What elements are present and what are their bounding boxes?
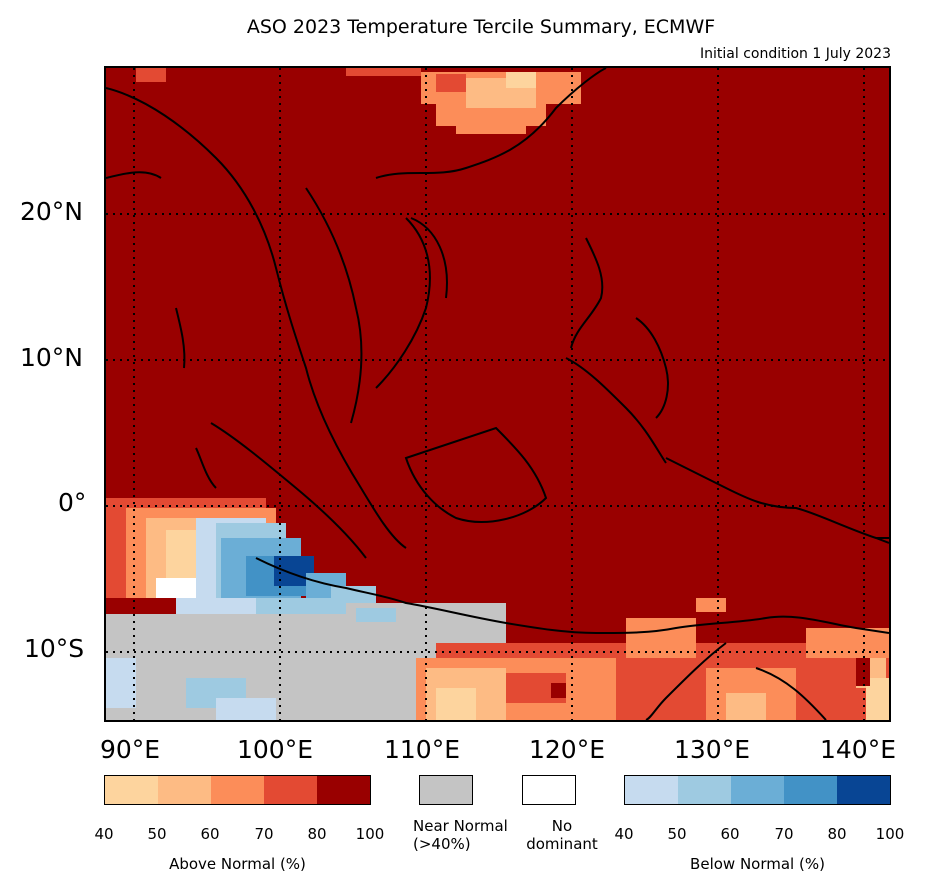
below-normal-colorbar [624,775,891,805]
above-tick: 100 [355,825,385,843]
below-tick: 70 [774,825,794,843]
arafura-patch [416,598,889,720]
chart-title: ASO 2023 Temperature Tercile Summary, EC… [246,16,716,38]
above-tick: 60 [200,825,220,843]
no-dominant-label-line1: No [551,817,573,835]
below-swatch-50-60 [678,776,731,804]
lat-tick-20n: 20°N [20,197,84,226]
below-tick: 60 [720,825,740,843]
above-swatch-80-100 [317,776,370,804]
below-swatch-60-70 [731,776,784,804]
lon-tick-90e: 90°E [100,735,161,764]
near-normal-label-line1: Near Normal [413,817,508,835]
lat-tick-10s: 10°S [24,634,85,663]
no-dominant-label: No dominant [512,817,612,853]
lon-tick-130e: 130°E [674,735,751,764]
below-swatch-40-50 [625,776,678,804]
near-normal-label: Near Normal (>40%) [413,817,533,853]
below-normal-label: Below Normal (%) [690,855,825,873]
lat-tick-0: 0° [58,488,87,517]
above-swatch-50-60 [158,776,211,804]
above-tick: 40 [94,825,114,843]
above-normal-colorbar [104,775,371,805]
map-canvas [106,68,889,720]
below-tick: 80 [827,825,847,843]
above-tick: 70 [254,825,274,843]
above-tick: 50 [147,825,167,843]
lon-tick-120e: 120°E [529,735,606,764]
no-dominant-swatch [522,775,576,805]
no-dominant-label-line2: dominant [526,835,598,853]
above-normal-label: Above Normal (%) [169,855,306,873]
graticule [106,68,889,720]
below-swatch-70-80 [784,776,837,804]
near-normal-swatch [419,775,473,805]
lat-tick-10n: 10°N [20,343,84,372]
above-tick: 80 [307,825,327,843]
below-tick: 50 [667,825,687,843]
above-swatch-70-80 [264,776,317,804]
lon-tick-140e: 140°E [820,735,897,764]
above-swatch-40-50 [105,776,158,804]
initial-condition-label: Initial condition 1 July 2023 [700,46,891,62]
lon-tick-110e: 110°E [384,735,461,764]
above-swatch-60-70 [211,776,264,804]
north-china-patch [136,68,581,134]
below-swatch-80-100 [837,776,890,804]
below-tick: 100 [875,825,905,843]
map-panel [104,66,891,722]
near-normal-label-line2: (>40%) [413,835,471,853]
coastlines [106,68,889,720]
lon-tick-100e: 100°E [237,735,314,764]
below-tick: 40 [614,825,634,843]
